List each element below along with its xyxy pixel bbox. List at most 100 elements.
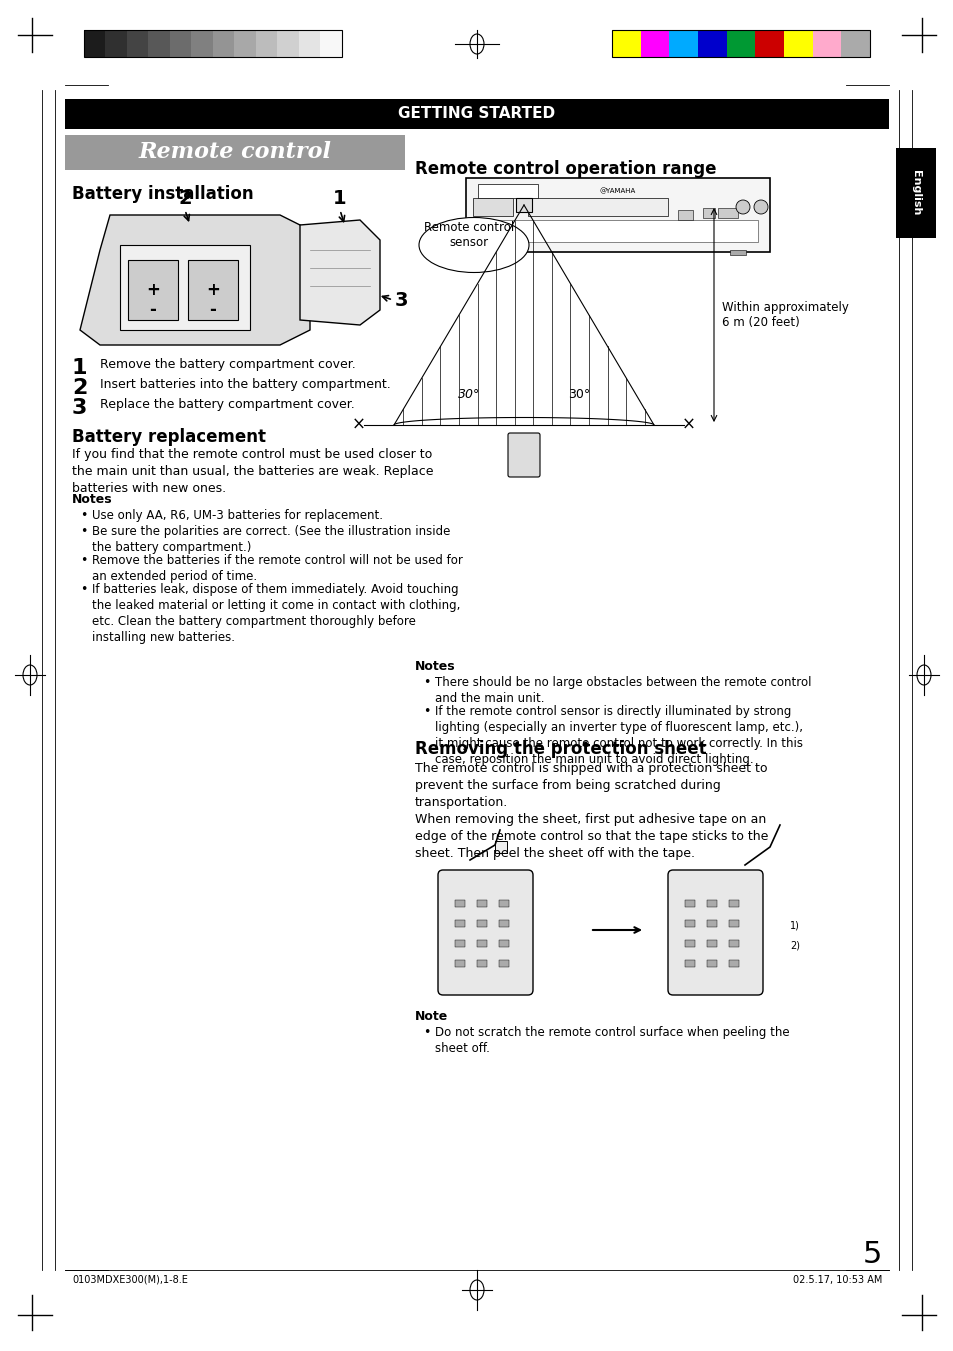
Text: •: • (80, 554, 88, 567)
Text: ×: × (352, 416, 366, 434)
Bar (234, 30, 255, 57)
Text: Do not scratch the remote control surface when peeling the
sheet off.: Do not scratch the remote control surfac… (435, 1025, 789, 1055)
Text: •: • (422, 676, 430, 689)
Bar (192, 30, 213, 57)
Bar (149, 30, 170, 57)
FancyBboxPatch shape (437, 870, 533, 994)
Text: Replace the battery compartment cover.: Replace the battery compartment cover. (100, 399, 355, 411)
Text: 5: 5 (862, 1240, 882, 1269)
Bar (120, 245, 250, 330)
Text: Notes: Notes (71, 493, 112, 507)
Text: Removing the protection sheet: Removing the protection sheet (415, 740, 706, 758)
Text: -: - (150, 301, 156, 319)
Bar (728, 900, 739, 907)
Bar (895, 149, 935, 238)
Text: 0103MDXE300(M),1-8.E: 0103MDXE300(M),1-8.E (71, 1275, 188, 1285)
Bar (476, 900, 486, 907)
Polygon shape (80, 215, 310, 345)
Bar (498, 920, 509, 927)
Text: 2: 2 (71, 378, 88, 399)
Ellipse shape (418, 218, 529, 273)
Bar (298, 30, 320, 57)
Bar (684, 961, 695, 967)
FancyBboxPatch shape (667, 870, 762, 994)
Text: Remote control: Remote control (138, 142, 331, 163)
Bar (65, 99, 888, 128)
Text: Remove the battery compartment cover.: Remove the battery compartment cover. (100, 358, 355, 372)
Text: There should be no large obstacles between the remote control
and the main unit.: There should be no large obstacles betwe… (435, 676, 811, 705)
Bar (684, 920, 695, 927)
Text: Remote control
sensor: Remote control sensor (423, 222, 514, 249)
Bar (320, 30, 341, 57)
Bar (498, 940, 509, 947)
Text: @YAMAHA: @YAMAHA (599, 188, 636, 195)
Bar (706, 961, 717, 967)
Bar (812, 30, 841, 57)
Text: Note: Note (415, 1011, 448, 1023)
Bar (728, 920, 739, 927)
Text: GETTING STARTED: GETTING STARTED (398, 107, 555, 122)
Bar (612, 30, 869, 57)
Bar (455, 940, 464, 947)
Bar (718, 208, 738, 218)
Bar (726, 30, 755, 57)
Text: Insert batteries into the battery compartment.: Insert batteries into the battery compar… (100, 378, 391, 390)
Text: Use only AA, R6, UM-3 batteries for replacement.: Use only AA, R6, UM-3 batteries for repl… (91, 509, 382, 521)
Bar (106, 30, 127, 57)
Bar (678, 209, 692, 220)
Text: •: • (80, 584, 88, 596)
Bar (755, 30, 783, 57)
FancyBboxPatch shape (507, 434, 539, 477)
Text: 1): 1) (789, 920, 799, 929)
Text: 1: 1 (333, 189, 347, 208)
Text: +: + (206, 281, 220, 299)
Ellipse shape (735, 200, 749, 213)
Bar (706, 940, 717, 947)
Bar (477, 220, 758, 242)
Bar (498, 900, 509, 907)
Bar (640, 30, 669, 57)
Text: •: • (80, 509, 88, 521)
Bar (729, 250, 745, 255)
Text: 30°: 30° (567, 389, 590, 401)
Text: ×: × (681, 416, 695, 434)
Text: 2): 2) (789, 940, 800, 950)
Text: -: - (210, 301, 216, 319)
Bar (490, 250, 505, 255)
Bar (65, 135, 405, 170)
Text: 3: 3 (71, 399, 88, 417)
Bar (255, 30, 277, 57)
Bar (84, 30, 341, 57)
Bar (476, 940, 486, 947)
Bar (516, 199, 532, 212)
Bar (841, 30, 869, 57)
Text: •: • (422, 1025, 430, 1039)
Bar (612, 30, 640, 57)
Bar (706, 900, 717, 907)
Text: If you find that the remote control must be used closer to
the main unit than us: If you find that the remote control must… (71, 449, 433, 494)
Bar (706, 920, 717, 927)
Bar (728, 940, 739, 947)
Bar (783, 30, 812, 57)
Text: 30°: 30° (457, 389, 479, 401)
Ellipse shape (753, 200, 767, 213)
Bar (455, 920, 464, 927)
Text: The remote control is shipped with a protection sheet to
prevent the surface fro: The remote control is shipped with a pro… (415, 762, 767, 861)
Bar (476, 920, 486, 927)
Text: Remove the batteries if the remote control will not be used for
an extended peri: Remove the batteries if the remote contr… (91, 554, 462, 584)
Bar (702, 208, 714, 218)
Text: 2: 2 (178, 189, 192, 208)
Text: Notes: Notes (415, 661, 456, 673)
Bar (498, 961, 509, 967)
Text: Battery installation: Battery installation (71, 185, 253, 203)
Text: Be sure the polarities are correct. (See the illustration inside
the battery com: Be sure the polarities are correct. (See… (91, 526, 450, 554)
Bar (277, 30, 298, 57)
Bar (684, 900, 695, 907)
Text: 02.5.17, 10:53 AM: 02.5.17, 10:53 AM (792, 1275, 882, 1285)
Text: Remote control operation range: Remote control operation range (415, 159, 716, 178)
Bar (527, 199, 667, 216)
Polygon shape (299, 220, 379, 326)
Bar (127, 30, 149, 57)
Text: 1: 1 (71, 358, 88, 378)
Bar (455, 961, 464, 967)
